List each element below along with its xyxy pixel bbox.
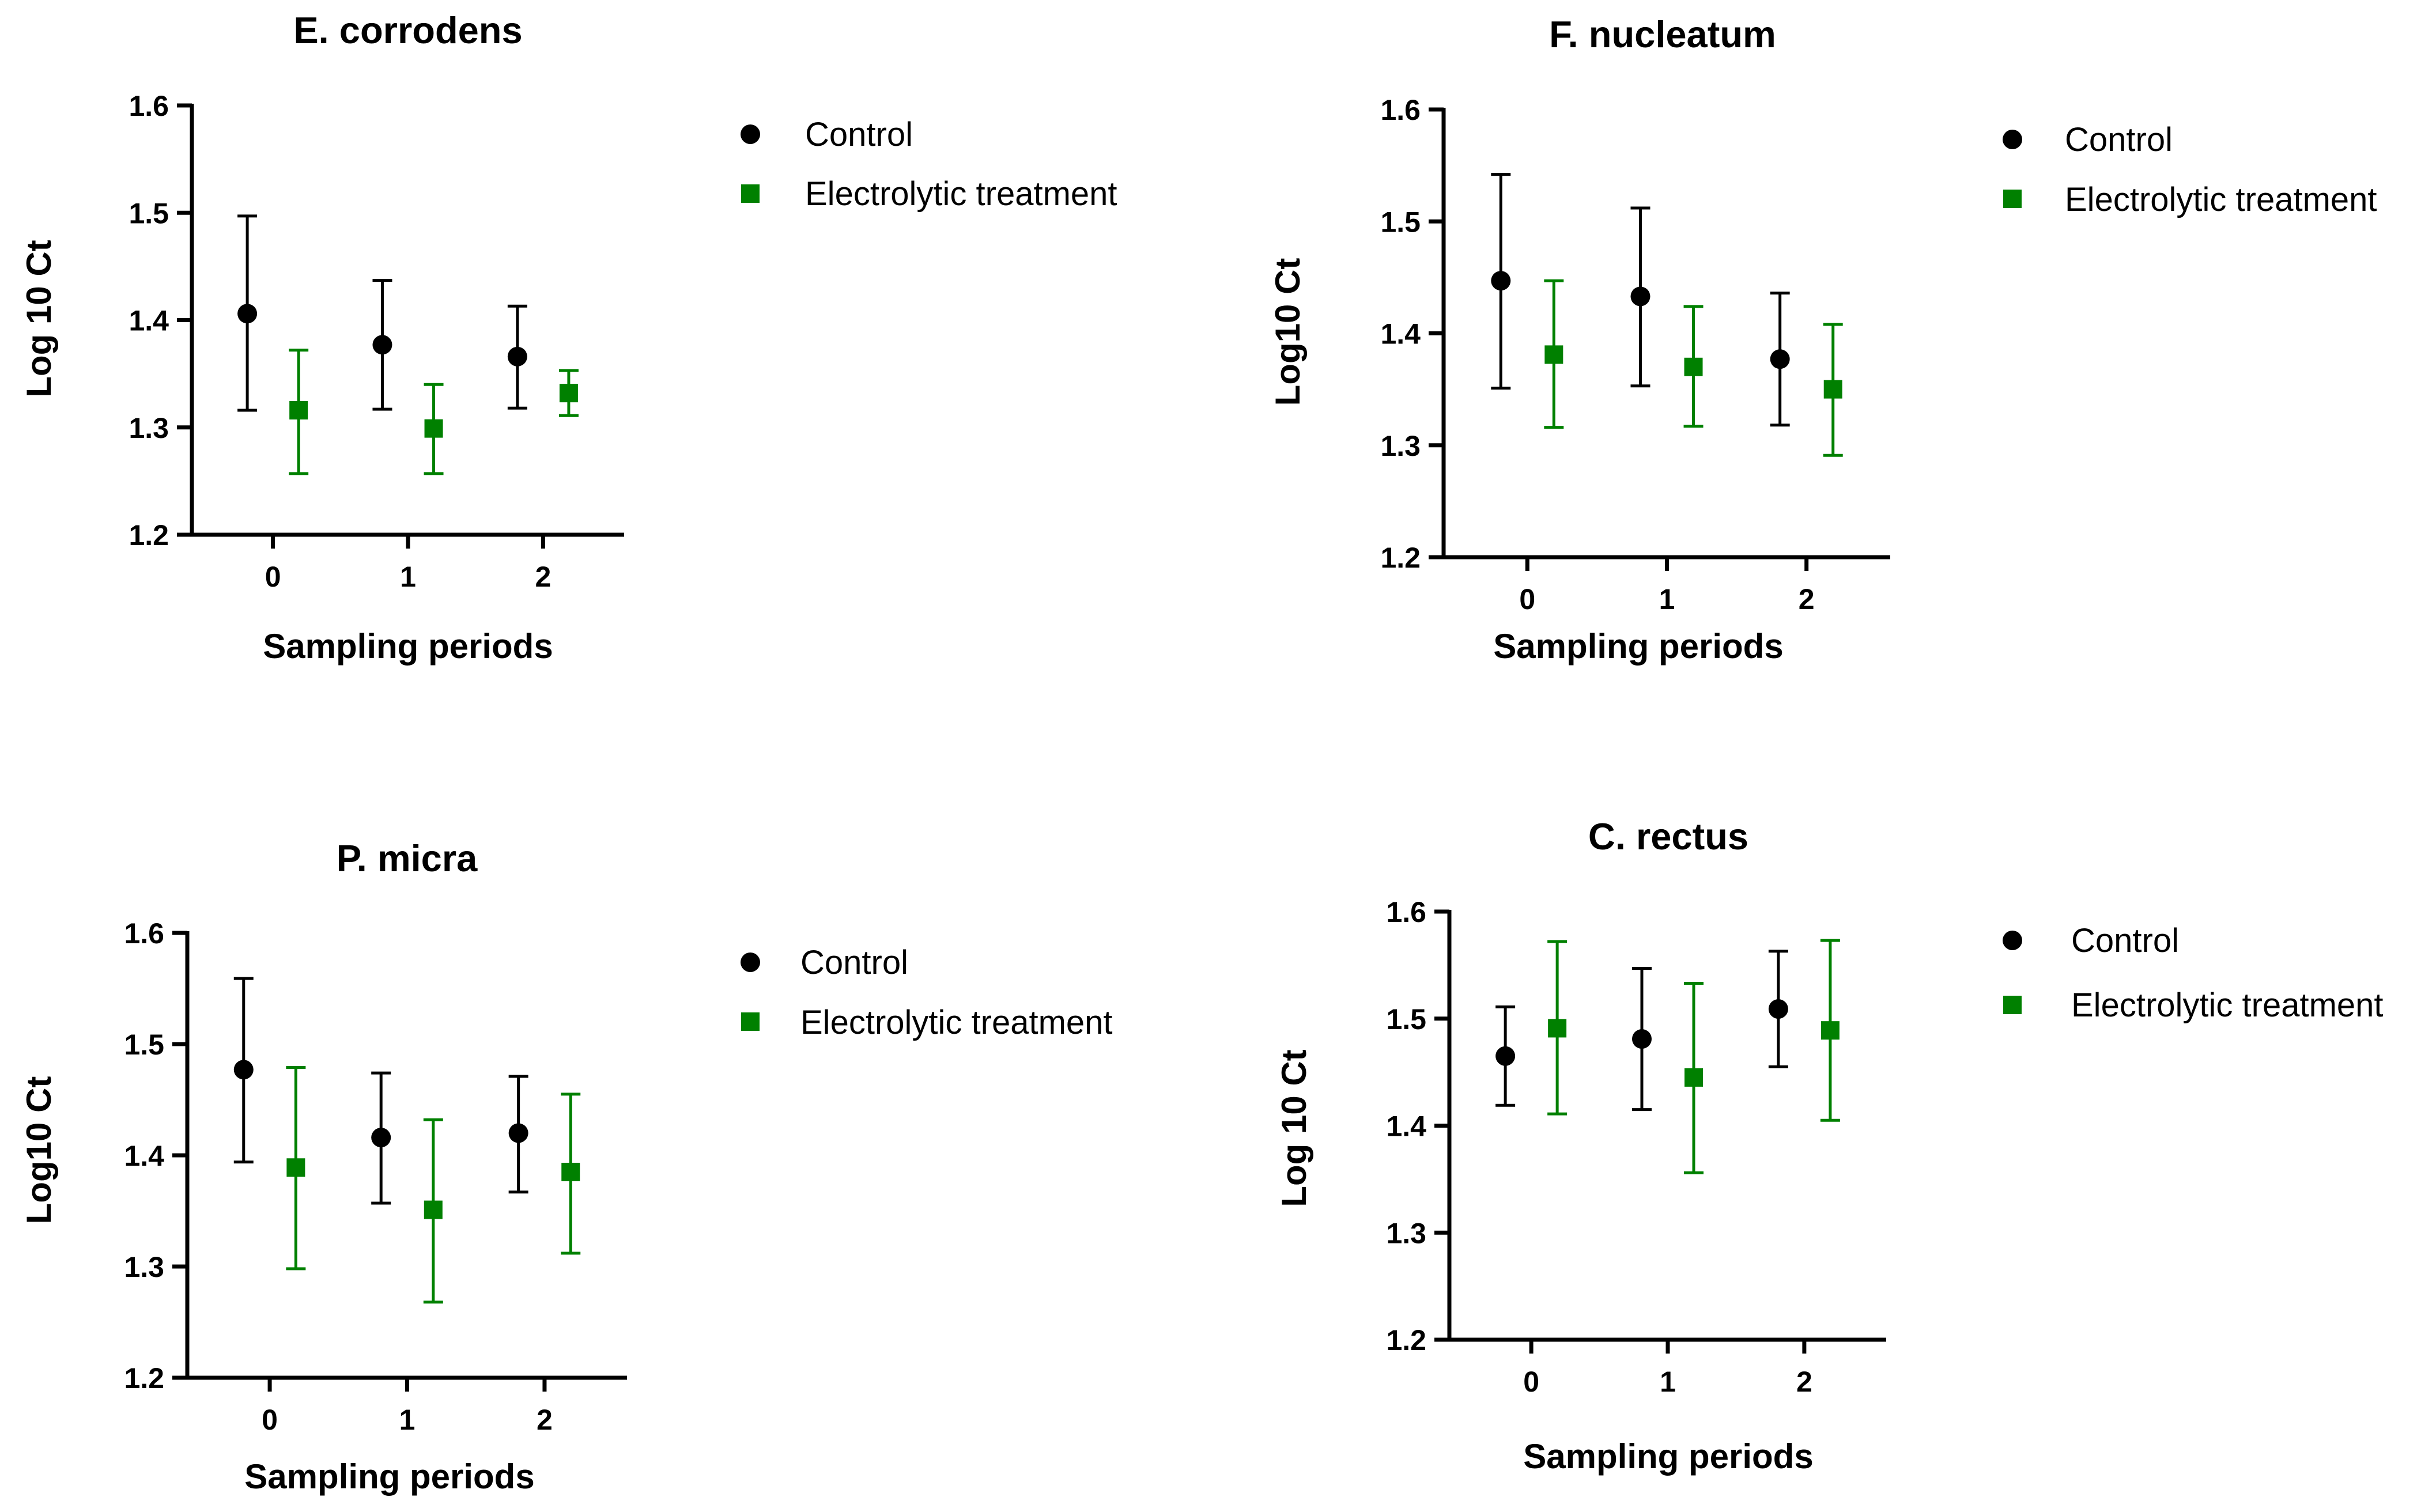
x-tick-label: 0 (262, 1404, 278, 1436)
control-point (1631, 1029, 1652, 1049)
panel-p-micra: P. micra Log10 Ct Sampling periods 1.21.… (20, 837, 1113, 1496)
panel-c-rectus: C. rectus Log 10 Ct Sampling periods 1.2… (1275, 815, 2384, 1476)
legend-label-control: Control (2065, 121, 2173, 158)
y-tick-label: 1.5 (124, 1029, 164, 1061)
legend-label-treatment: Electrolytic treatment (805, 175, 1117, 213)
treatment-point (424, 1200, 443, 1219)
y-axis-label: Log 10 Ct (20, 240, 58, 397)
legend: Control Electrolytic treatment (741, 944, 1113, 1041)
treatment-point (286, 1158, 305, 1177)
y-tick-label: 1.4 (129, 305, 169, 337)
control-point (1768, 999, 1788, 1019)
chart-title: P. micra (337, 837, 478, 879)
x-tick-label: 2 (1796, 1366, 1812, 1398)
control-point (1770, 349, 1790, 369)
control-point (233, 1060, 254, 1080)
y-axis-label: Log10 Ct (20, 1076, 58, 1224)
treatment-point (1548, 1019, 1567, 1038)
y-tick-label: 1.4 (1380, 318, 1421, 350)
x-tick-label: 2 (1799, 583, 1815, 615)
x-tick-label: 1 (1660, 1366, 1676, 1398)
panel-e-corrodens: E. corrodens Log 10 Ct Sampling periods … (20, 9, 1117, 666)
chart-title: E. corrodens (293, 9, 522, 51)
y-tick-label: 1.2 (1380, 542, 1421, 574)
plot-area: 1.2 1.3 1.4 1.5 1.6 0 1 2 (124, 917, 627, 1436)
control-point (1495, 1046, 1516, 1066)
y-tick-label: 1.6 (1380, 94, 1421, 126)
plot-area: 1.2 1.3 1.4 1.5 1.6 0 1 2 (1386, 896, 1886, 1398)
legend-marker-control (2003, 130, 2022, 149)
x-axis-label: Sampling periods (263, 627, 553, 666)
legend-label-control: Control (2071, 922, 2179, 959)
x-tick-label: 0 (1523, 1366, 1539, 1398)
x-axis-label: Sampling periods (1493, 627, 1783, 666)
y-tick-label: 1.5 (1386, 1003, 1426, 1035)
plot-area: 1.2 1.3 1.4 1.5 1.6 0 1 2 (1380, 94, 1890, 615)
y-axis-label: Log 10 Ct (1275, 1049, 1313, 1207)
legend-marker-treatment (741, 1012, 760, 1031)
x-axis-label: Sampling periods (1523, 1437, 1813, 1476)
legend-marker-control (741, 124, 760, 144)
control-point (1630, 286, 1650, 307)
treatment-point (424, 419, 443, 438)
control-point (372, 335, 392, 355)
legend-label-treatment: Electrolytic treatment (2071, 986, 2384, 1024)
treatment-point (561, 1162, 580, 1181)
x-tick-label: 2 (537, 1404, 553, 1436)
legend: Control Electrolytic treatment (2003, 121, 2377, 218)
x-tick-label: 1 (1659, 583, 1675, 615)
legend-marker-treatment (2003, 190, 2022, 208)
legend-marker-treatment (741, 184, 760, 203)
treatment-point (1684, 357, 1703, 376)
y-tick-label: 1.4 (1386, 1110, 1426, 1143)
x-tick-label: 1 (399, 1404, 416, 1436)
control-point (508, 1123, 528, 1143)
y-tick-label: 1.5 (1380, 206, 1421, 238)
legend-marker-control (2003, 931, 2022, 950)
legend: Control Electrolytic treatment (2003, 922, 2384, 1024)
y-tick-label: 1.3 (1380, 430, 1421, 462)
legend: Control Electrolytic treatment (741, 116, 1117, 213)
x-tick-label: 0 (1519, 583, 1535, 615)
x-tick-label: 2 (535, 561, 551, 593)
treatment-point (1544, 345, 1563, 364)
treatment-point (1823, 380, 1842, 399)
y-tick-label: 1.6 (124, 917, 164, 950)
control-point (371, 1128, 391, 1148)
treatment-point (289, 400, 308, 419)
legend-marker-treatment (2003, 996, 2022, 1014)
y-tick-label: 1.2 (124, 1362, 164, 1394)
plot-area: 1.2 1.3 1.4 1.5 1.6 0 1 2 (129, 90, 624, 593)
x-axis-label: Sampling periods (244, 1457, 534, 1496)
y-tick-label: 1.6 (1386, 896, 1426, 928)
chart-title: F. nucleatum (1549, 13, 1776, 55)
control-point (1491, 271, 1511, 291)
control-point (507, 346, 527, 366)
y-tick-label: 1.2 (129, 519, 169, 551)
y-tick-label: 1.3 (1386, 1217, 1426, 1249)
treatment-point (1684, 1068, 1704, 1087)
control-point (237, 304, 258, 324)
y-tick-label: 1.5 (129, 197, 169, 229)
y-axis-label: Log10 Ct (1268, 258, 1307, 406)
y-tick-label: 1.4 (124, 1140, 164, 1172)
legend-label-treatment: Electrolytic treatment (800, 1004, 1113, 1041)
y-tick-label: 1.3 (124, 1251, 164, 1283)
panel-f-nucleatum: F. nucleatum Log10 Ct Sampling periods 1… (1268, 13, 2377, 666)
legend-label-control: Control (800, 944, 908, 981)
y-tick-label: 1.2 (1386, 1324, 1426, 1356)
treatment-point (559, 384, 578, 403)
legend-label-control: Control (805, 116, 913, 153)
legend-marker-control (741, 952, 760, 972)
x-tick-label: 0 (265, 561, 281, 593)
chart-title: C. rectus (1588, 815, 1748, 857)
y-tick-label: 1.6 (129, 90, 169, 122)
treatment-point (1821, 1021, 1840, 1040)
y-tick-label: 1.3 (129, 412, 169, 444)
x-tick-label: 1 (400, 561, 416, 593)
legend-label-treatment: Electrolytic treatment (2065, 181, 2377, 218)
